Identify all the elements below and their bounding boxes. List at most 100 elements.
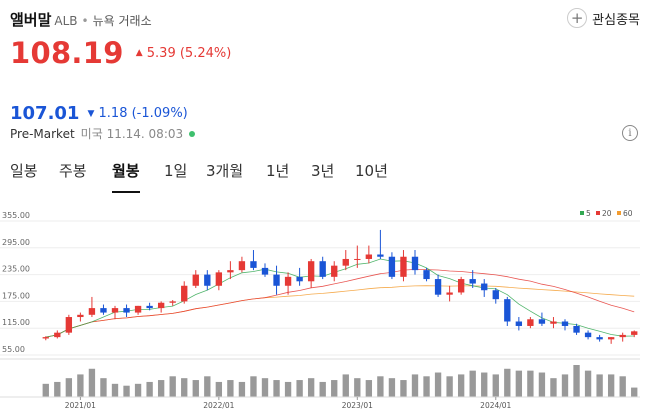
premarket-info: Pre-Market 미국 11.14. 08:03 <box>10 125 196 142</box>
stock-name: 앨버말 <box>10 11 52 29</box>
tab-4[interactable]: 3개월 <box>206 162 244 180</box>
x-tick-label: 2023/01 <box>342 401 373 410</box>
add-favorite-button[interactable]: + 관심종목 <box>567 8 640 28</box>
tab-3[interactable]: 1일 <box>164 162 188 180</box>
volume-bar <box>619 376 626 397</box>
candle-body <box>204 274 211 286</box>
price-change: ▲ 5.39 (5.24%) <box>136 46 232 61</box>
candle-body <box>250 261 257 268</box>
candle-body <box>354 258 361 260</box>
volume-bar <box>134 383 142 397</box>
candle-body <box>504 299 511 322</box>
tab-6[interactable]: 3년 <box>311 162 335 180</box>
volume-bar <box>157 380 165 397</box>
volume-bar <box>354 378 361 397</box>
x-tick-label: 2021/01 <box>65 401 96 410</box>
candle-body <box>123 308 130 313</box>
volume-bar <box>561 374 569 397</box>
volume-bar <box>446 376 453 397</box>
candle-body <box>65 317 73 333</box>
volume-bar <box>192 380 199 397</box>
premarket-time: 미국 11.14. 08:03 <box>80 127 184 141</box>
volume-bar <box>492 374 499 397</box>
stock-header: 앨버말 ALB • 뉴욕 거래소 <box>10 9 152 29</box>
volume-bar <box>319 381 326 397</box>
volume-bar <box>204 376 211 397</box>
tab-7[interactable]: 10년 <box>355 162 388 180</box>
y-tick-label: 55.00 <box>2 345 25 354</box>
volume-bar <box>250 376 257 397</box>
candle-body <box>42 337 49 339</box>
candle-body <box>481 283 488 291</box>
volume-bar <box>273 380 280 397</box>
current-price: 108.19 <box>10 36 124 70</box>
volume-bar <box>504 368 511 397</box>
candle-body <box>296 276 303 282</box>
candle-body <box>515 321 523 326</box>
candle-body <box>227 270 234 273</box>
candle-body <box>273 274 280 286</box>
volume-bar <box>573 365 580 397</box>
volume-bar <box>411 374 419 397</box>
candle-body <box>400 256 407 277</box>
volume-bar <box>400 380 407 397</box>
y-tick-label: 235.00 <box>2 265 30 274</box>
volume-bar <box>365 380 373 397</box>
candle-body <box>261 267 269 275</box>
volume-bar <box>169 376 176 397</box>
volume-bar <box>481 372 488 397</box>
candle-body <box>527 319 534 326</box>
ma20-line <box>45 268 635 338</box>
y-tick-label: 175.00 <box>2 291 30 300</box>
y-tick-label: 115.00 <box>2 318 30 327</box>
exchange-label: 뉴욕 거래소 <box>92 14 152 28</box>
candle-body <box>319 261 326 277</box>
volume-bar <box>215 381 223 397</box>
legend-swatch <box>580 211 584 215</box>
candle-body <box>573 325 580 333</box>
separator-dot: • <box>81 14 89 28</box>
candle-body <box>215 272 223 286</box>
candle-body <box>157 302 165 309</box>
candle-body <box>619 334 626 338</box>
candle-body <box>365 254 373 259</box>
volume-bar <box>457 374 465 397</box>
volume-bar <box>527 370 534 397</box>
tab-2[interactable]: 월봉 <box>112 160 140 193</box>
candle-body <box>561 321 569 326</box>
candle-body <box>388 256 396 277</box>
volume-bar <box>296 380 303 397</box>
candle-body <box>446 292 453 295</box>
candle-body <box>134 305 142 313</box>
candle-body <box>434 279 442 295</box>
y-tick-label: 295.00 <box>2 238 30 247</box>
premarket-change: ▼ 1.18 (-1.09%) <box>87 106 187 121</box>
volume-bar <box>284 381 292 397</box>
volume-bar <box>607 374 615 397</box>
tab-5[interactable]: 1년 <box>266 162 290 180</box>
volume-bar <box>331 380 338 397</box>
y-tick-label: 355.00 <box>2 211 30 220</box>
volume-bar <box>631 387 638 397</box>
volume-bar <box>515 370 523 397</box>
candle-body <box>596 337 603 340</box>
premarket-row: 107.01 ▼ 1.18 (-1.09%) <box>10 103 188 124</box>
volume-bar <box>100 378 107 397</box>
volume-bar <box>434 372 442 397</box>
volume-bar <box>261 378 269 397</box>
legend-label: 20 <box>602 209 612 218</box>
tab-0[interactable]: 일봉 <box>10 162 38 180</box>
candle-body <box>457 279 465 293</box>
tab-1[interactable]: 주봉 <box>59 162 87 180</box>
x-tick-label: 2024/01 <box>480 401 511 410</box>
legend-swatch <box>617 211 621 215</box>
info-icon[interactable]: i <box>622 125 638 141</box>
volume-bar <box>111 383 119 397</box>
x-tick-label: 2022/01 <box>203 401 234 410</box>
candle-body <box>607 337 615 340</box>
volume-bar <box>54 381 61 397</box>
volume-bar <box>146 381 153 397</box>
live-indicator-icon <box>189 130 196 137</box>
volume-bar <box>88 368 96 397</box>
legend-label: 5 <box>586 209 591 218</box>
